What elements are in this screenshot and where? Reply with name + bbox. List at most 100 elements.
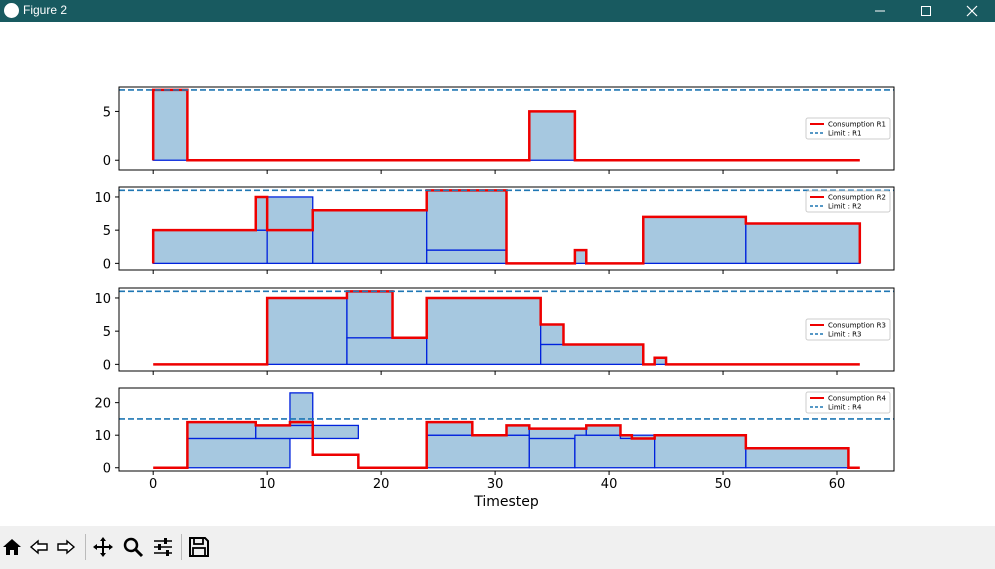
zoom-button[interactable] <box>121 535 145 559</box>
task-block <box>152 89 189 161</box>
close-button[interactable] <box>949 0 995 22</box>
home-icon <box>3 539 21 555</box>
legend-consumption-label: Consumption R2 <box>828 194 886 202</box>
pan-button[interactable] <box>91 535 115 559</box>
consumption-line <box>151 88 860 162</box>
forward-button[interactable] <box>54 535 78 559</box>
task-block <box>186 437 291 469</box>
x-tick-label: 30 <box>487 477 504 492</box>
task-block <box>654 434 747 469</box>
task-block <box>574 434 656 469</box>
task-block <box>528 437 576 469</box>
x-axis-label: Timestep <box>473 494 539 510</box>
figure-canvas[interactable]: 0 5 Consumption R1 Limit : R1 0 5 10 Consumptio… <box>0 22 995 526</box>
y-tick-label: 5 <box>103 105 111 120</box>
y-tick-label: 10 <box>94 191 111 206</box>
y-tick-label: 0 <box>103 154 111 169</box>
task-block <box>540 323 565 346</box>
legend-box <box>805 391 891 414</box>
task-block <box>505 424 530 436</box>
task-block <box>255 424 359 440</box>
task-block <box>266 297 348 366</box>
consumption-line <box>153 420 860 469</box>
task-block <box>426 434 530 469</box>
legend-limit-label: Limit : R3 <box>828 331 861 339</box>
consumption-line <box>151 189 862 265</box>
maximize-button[interactable] <box>903 0 949 22</box>
window-title: Figure 2 <box>23 3 68 17</box>
legend-box <box>805 318 891 341</box>
home-button[interactable] <box>0 535 24 559</box>
x-tick-label: 10 <box>259 477 276 492</box>
task-block <box>528 110 576 161</box>
maximize-icon <box>921 6 931 16</box>
y-tick-label: 5 <box>103 224 111 239</box>
x-tick-label: 20 <box>373 477 390 492</box>
task-block <box>574 249 587 265</box>
y-tick-label: 0 <box>103 358 111 373</box>
task-block <box>642 216 747 265</box>
forward-icon <box>57 539 76 555</box>
task-block <box>585 424 622 436</box>
task-block <box>426 189 508 251</box>
axes-frame <box>118 387 895 472</box>
task-block <box>745 447 850 469</box>
task-block <box>255 196 268 231</box>
toolbar-separator <box>181 534 182 560</box>
minimize-icon <box>875 10 885 12</box>
task-block <box>540 343 644 366</box>
axes-frame <box>118 86 895 171</box>
task-block <box>289 392 314 427</box>
minimize-button[interactable] <box>857 0 903 22</box>
task-block <box>426 249 508 265</box>
back-button[interactable] <box>27 535 51 559</box>
app-logo-icon <box>4 3 19 18</box>
save-button[interactable] <box>187 535 211 559</box>
y-tick-label: 5 <box>103 325 111 340</box>
back-icon <box>29 539 48 555</box>
legend-box <box>805 190 891 213</box>
task-block <box>346 290 394 339</box>
navigation-toolbar <box>0 526 995 569</box>
legend-consumption-label: Consumption R3 <box>828 322 886 330</box>
configure-subplots-button[interactable] <box>151 535 175 559</box>
axes-frame <box>118 186 895 271</box>
legend-limit-label: Limit : R1 <box>828 130 861 138</box>
task-block <box>312 209 428 265</box>
task-block <box>186 421 257 440</box>
task-block <box>426 297 542 366</box>
axes-frame <box>118 287 895 372</box>
configure-subplots-icon <box>154 538 172 556</box>
close-icon <box>966 5 978 17</box>
legend-consumption-label: Consumption R4 <box>828 395 886 403</box>
y-tick-label: 0 <box>103 257 111 272</box>
x-tick-label: 50 <box>715 477 732 492</box>
x-tick-label: 40 <box>601 477 618 492</box>
legend-consumption-label: Consumption R1 <box>828 121 886 129</box>
task-block <box>426 421 473 436</box>
legend-limit-label: Limit : R4 <box>828 404 862 412</box>
x-tick-label: 0 <box>149 477 157 492</box>
y-tick-label: 10 <box>94 429 111 444</box>
task-block <box>745 222 861 265</box>
y-tick-label: 20 <box>94 397 111 412</box>
y-tick-label: 10 <box>94 292 111 307</box>
title-bar: Figure 2 <box>0 0 995 22</box>
task-block <box>152 229 268 265</box>
x-tick-label: 60 <box>829 477 846 492</box>
task-block <box>346 337 428 366</box>
save-icon <box>189 537 209 557</box>
pan-icon <box>93 537 113 557</box>
consumption-line <box>153 290 860 366</box>
y-tick-label: 0 <box>103 462 111 477</box>
zoom-icon <box>123 537 144 558</box>
legend-limit-label: Limit : R2 <box>828 203 861 211</box>
toolbar-separator <box>85 534 86 560</box>
